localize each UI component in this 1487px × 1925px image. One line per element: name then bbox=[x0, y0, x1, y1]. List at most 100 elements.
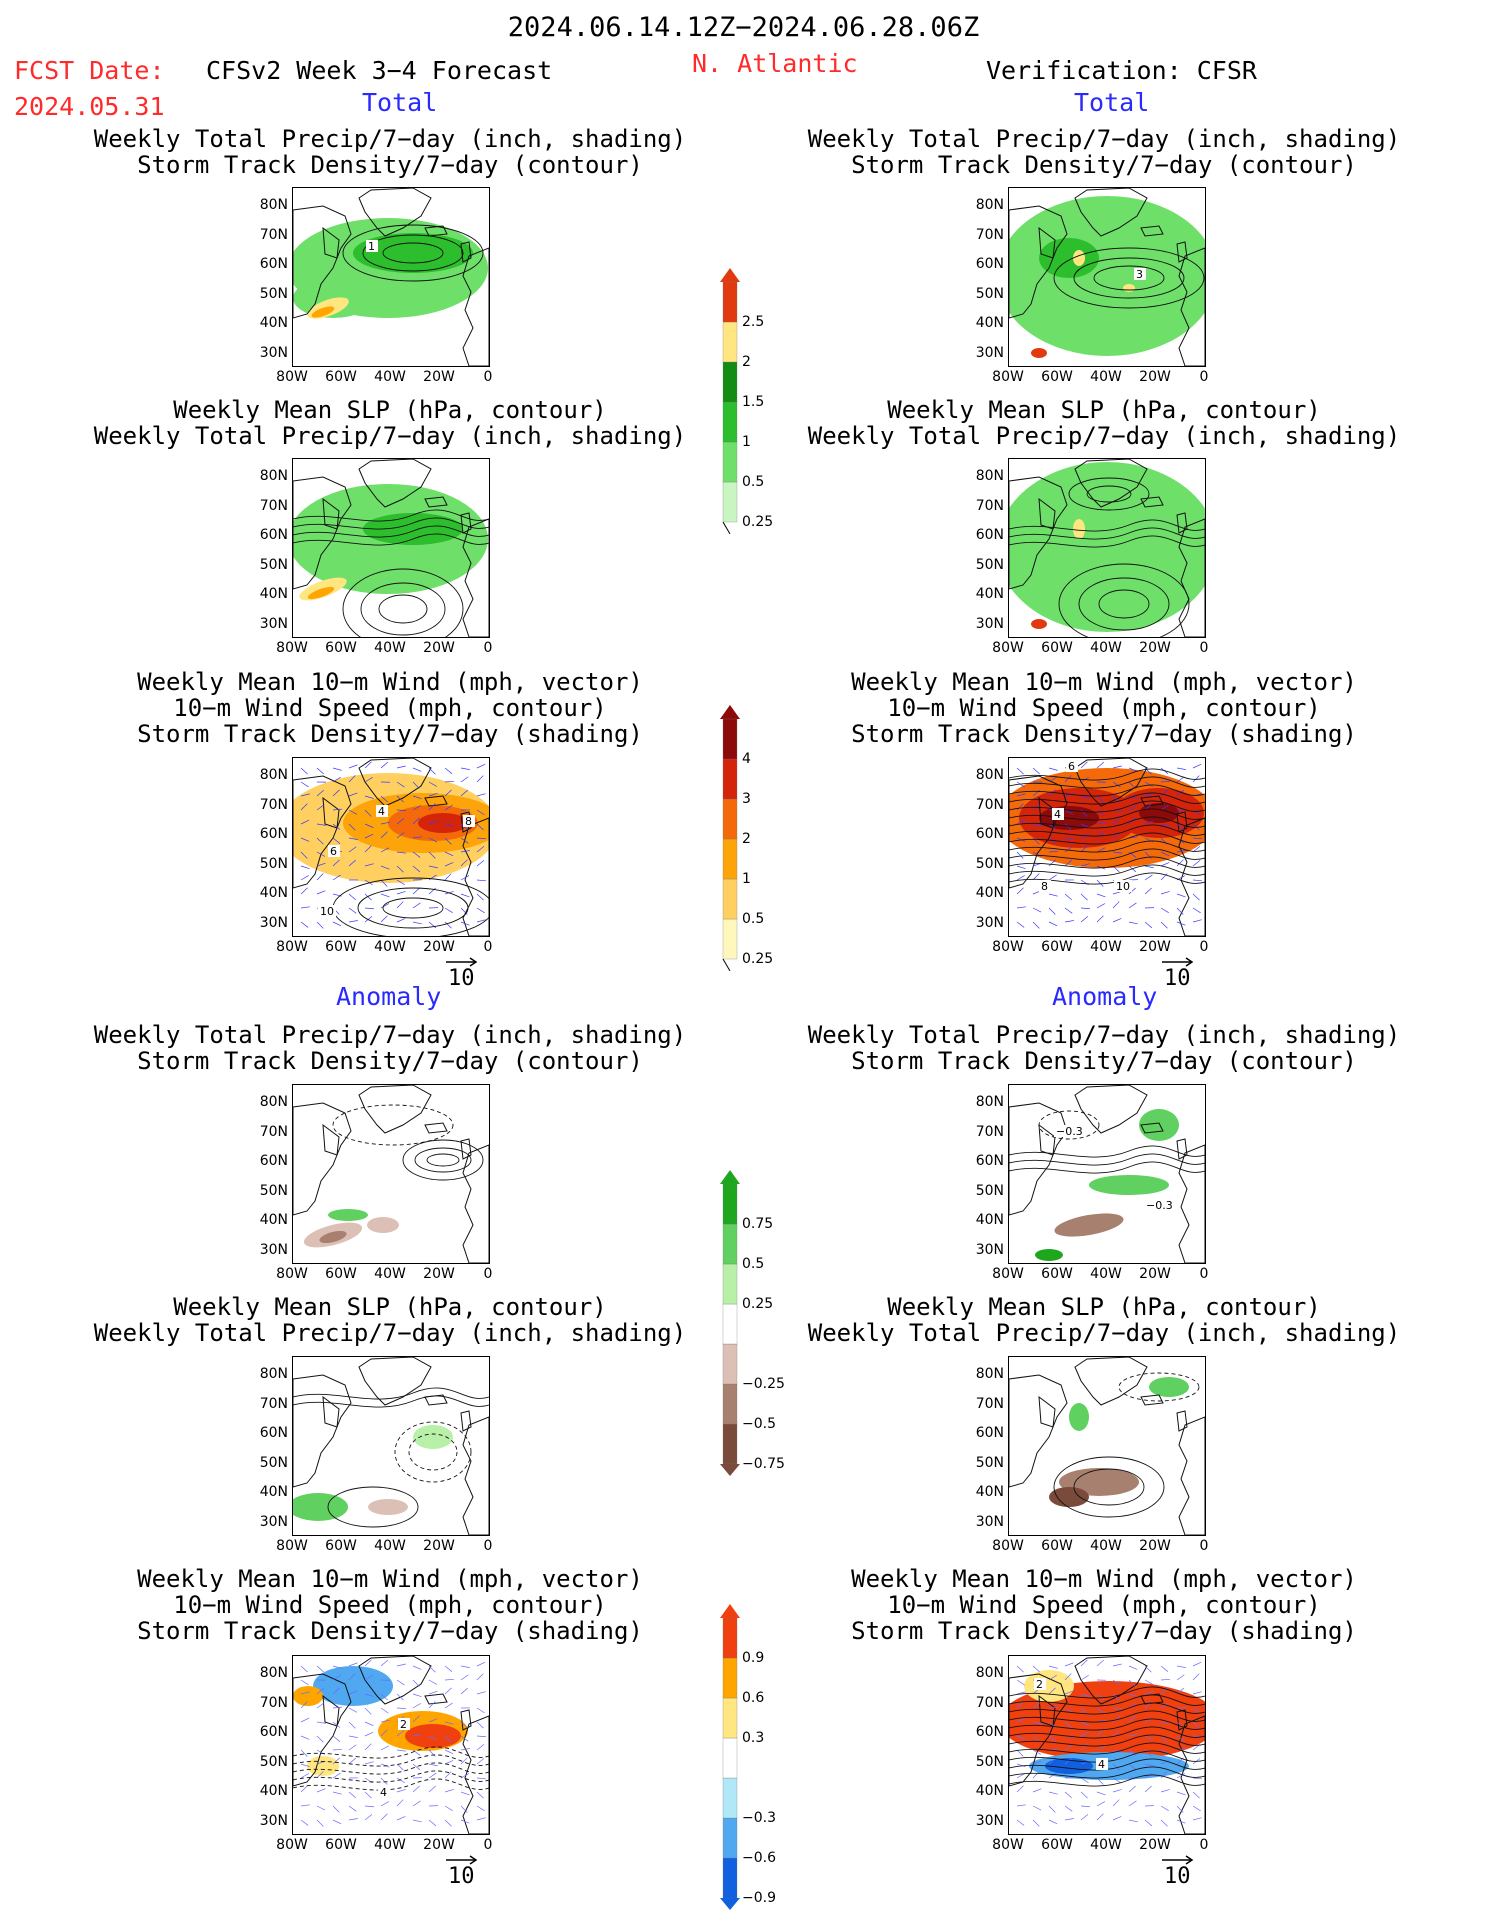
wind-vector bbox=[1096, 831, 1104, 839]
wind-anom-vector bbox=[380, 1745, 390, 1751]
wind-vector bbox=[1048, 921, 1058, 927]
colorbar-tick-label: 2 bbox=[742, 354, 751, 370]
map-fc-precip-track: 1 bbox=[292, 187, 490, 367]
wind-label-b: 6 bbox=[1068, 760, 1075, 773]
wind-anom-vector bbox=[1064, 1707, 1074, 1713]
speed-contour-13 bbox=[1009, 872, 1205, 885]
wind-vector bbox=[316, 873, 324, 881]
wind-vector bbox=[1192, 837, 1202, 840]
wind-vector bbox=[300, 793, 310, 797]
wind-anom-vector bbox=[332, 1674, 341, 1681]
wind-anom-vector bbox=[1064, 1791, 1073, 1799]
wind-anom-vector bbox=[332, 1791, 342, 1795]
lon-tick-label: 0 bbox=[483, 1266, 493, 1282]
wind-vector bbox=[380, 903, 390, 909]
anom-label-b: −0.3 bbox=[1146, 1199, 1173, 1212]
wind-vector bbox=[364, 845, 372, 853]
lon-tick-label: 60W bbox=[1041, 939, 1073, 955]
wind-anom-vector bbox=[1032, 1665, 1040, 1673]
wind-label-c: 6 bbox=[330, 845, 337, 858]
wind-vector bbox=[1032, 823, 1042, 826]
wind-vector bbox=[1128, 921, 1138, 925]
wind-anom-vector bbox=[1112, 1777, 1121, 1783]
wind-anom-vector bbox=[444, 1678, 455, 1681]
lon-tick-label: 60W bbox=[1041, 369, 1073, 385]
wind-vector bbox=[1128, 902, 1137, 909]
wind-anom-vector bbox=[412, 1715, 420, 1723]
wind-anom-vector bbox=[428, 1772, 437, 1779]
wind-vector bbox=[412, 921, 422, 925]
wind-vector bbox=[1112, 865, 1120, 873]
wind-vector bbox=[1128, 805, 1137, 811]
slp-contour-1 bbox=[360, 582, 446, 636]
wind-anom-vector bbox=[444, 1702, 453, 1709]
precip-max3 bbox=[1031, 348, 1047, 358]
track-label-bg bbox=[366, 240, 378, 252]
track-label: 3 bbox=[1136, 268, 1143, 281]
lon-tick-label: 80W bbox=[992, 939, 1024, 955]
vector-ref-ob: 10 bbox=[1162, 957, 1194, 991]
wind-anom-vector bbox=[460, 1757, 468, 1765]
wind-anom-vector bbox=[1144, 1763, 1154, 1767]
precip-max2 bbox=[1031, 619, 1047, 629]
wind-anom-vector bbox=[1112, 1663, 1122, 1667]
coastline-5 bbox=[1176, 1410, 1188, 1432]
speed-anom-contour-5 bbox=[1009, 1726, 1205, 1739]
wind-vector bbox=[396, 879, 405, 885]
wind-vector bbox=[316, 921, 324, 929]
total-right-label: Total bbox=[1074, 88, 1150, 117]
coastline-0 bbox=[358, 459, 432, 508]
wind-anom-vector bbox=[1192, 1661, 1202, 1667]
wind-vector bbox=[444, 907, 453, 913]
panel-title-fc-wind-track-anom: Weekly Mean 10−m Wind (mph, vector) 10−m … bbox=[137, 1565, 643, 1645]
wind-vector bbox=[1128, 781, 1136, 789]
colorbar-tail bbox=[722, 958, 731, 972]
wind-vector bbox=[348, 809, 358, 815]
speed-anom-contour-4 bbox=[293, 1778, 489, 1791]
wind-label-b-bg bbox=[1066, 760, 1078, 772]
slp-anom-neg-0 bbox=[1118, 1372, 1200, 1402]
speed-anom-contour-11 bbox=[1009, 1774, 1205, 1787]
total-left-label: Total bbox=[362, 88, 438, 117]
wind-anom-vector bbox=[1096, 1777, 1104, 1785]
lon-tick-label: 20W bbox=[1139, 939, 1171, 955]
wind-vector bbox=[1032, 921, 1040, 929]
wind-anom-vector bbox=[396, 1763, 404, 1771]
colorbar-segment bbox=[722, 281, 738, 323]
wind-anom-vector bbox=[1064, 1818, 1074, 1821]
vector-ref-label: 10 bbox=[1164, 1864, 1191, 1889]
lat-tick-label: 60N bbox=[975, 1425, 1004, 1441]
wind-anom-vector bbox=[1160, 1789, 1170, 1793]
wind-label-b-bg bbox=[463, 815, 475, 827]
colorbar-tick-label: 1.5 bbox=[742, 394, 765, 410]
wind-anom-vector bbox=[364, 1707, 372, 1715]
precip-core bbox=[1039, 238, 1099, 278]
lat-tick-label: 50N bbox=[259, 1753, 288, 1770]
wind-anom-vector bbox=[1160, 1735, 1168, 1743]
lat-tick-label: 60N bbox=[259, 1153, 288, 1169]
lat-tick-label: 80N bbox=[975, 1665, 1004, 1681]
wind-vector bbox=[300, 781, 309, 788]
wind-vector bbox=[364, 776, 373, 783]
anom-pos bbox=[328, 1209, 368, 1221]
lat-tick-label: 70N bbox=[975, 1395, 1004, 1412]
speed-anom-contour-2 bbox=[293, 1762, 489, 1775]
wind-vector bbox=[1064, 859, 1072, 867]
speed-anom-contour-6 bbox=[1009, 1734, 1205, 1747]
wind-vector bbox=[300, 819, 310, 825]
wind-vector bbox=[1176, 767, 1186, 770]
wind-vector bbox=[1048, 776, 1057, 783]
coastline-0 bbox=[358, 758, 432, 807]
coastline-2 bbox=[322, 1123, 340, 1156]
panel-title-ob-slp-precip: Weekly Mean SLP (hPa, contour) Weekly Tot… bbox=[807, 396, 1401, 450]
slp-line-1 bbox=[1009, 527, 1205, 540]
wind-anom-vector bbox=[1048, 1706, 1058, 1709]
coastline-5 bbox=[1176, 1138, 1188, 1160]
colorbar-tick-label: 3 bbox=[742, 791, 751, 807]
coastline-3 bbox=[1140, 795, 1164, 807]
wind-anom-vector bbox=[300, 1735, 310, 1740]
wind-anom-vector bbox=[1112, 1715, 1121, 1723]
wind-vector bbox=[1096, 795, 1104, 803]
track-anom-contour-1 bbox=[414, 1147, 472, 1173]
lat-tick-label: 60N bbox=[975, 256, 1004, 272]
